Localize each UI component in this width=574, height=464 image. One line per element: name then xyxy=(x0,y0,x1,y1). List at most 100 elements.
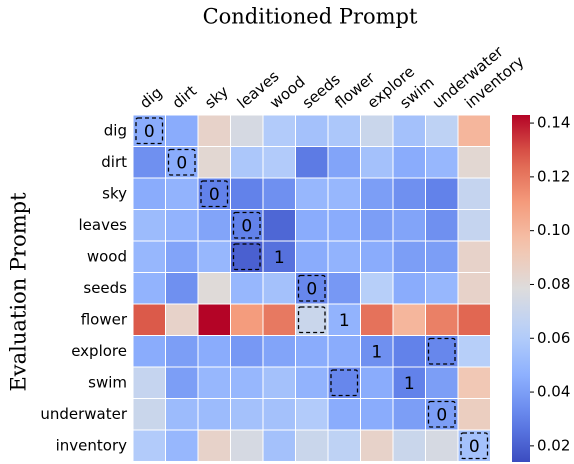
heatmap-cell xyxy=(197,366,231,399)
heatmap-cell xyxy=(295,240,329,273)
heatmap-cell xyxy=(132,114,166,147)
heatmap-cell xyxy=(262,398,296,431)
heatmap-cell xyxy=(262,114,296,147)
heatmap-cell xyxy=(457,240,491,273)
chart-title: Conditioned Prompt xyxy=(203,5,418,29)
heatmap-cell xyxy=(457,272,491,305)
heatmap-cell xyxy=(230,303,264,336)
heatmap-cell xyxy=(457,429,491,462)
heatmap-cell xyxy=(425,303,459,336)
y-tick-label: swim xyxy=(88,373,127,391)
cell-label: 1 xyxy=(274,248,285,268)
heatmap-cell xyxy=(327,335,361,368)
heatmap-cell xyxy=(165,240,199,273)
heatmap-cell xyxy=(425,272,459,305)
heatmap-cell xyxy=(295,429,329,462)
heatmap-cell xyxy=(230,398,264,431)
heatmap-cell xyxy=(262,429,296,462)
heatmap-cell xyxy=(327,272,361,305)
heatmap-cell xyxy=(165,398,199,431)
colorbar-tick-label: 0.04 xyxy=(537,383,570,401)
heatmap-cell xyxy=(262,366,296,399)
heatmap-cell xyxy=(425,114,459,147)
x-tick-label: dirt xyxy=(169,82,200,112)
heatmap-cell xyxy=(132,429,166,462)
heatmap-cell xyxy=(262,335,296,368)
heatmap-cell xyxy=(165,366,199,399)
heatmap-cell xyxy=(295,398,329,431)
heatmap-cell xyxy=(295,114,329,147)
heatmap-cell xyxy=(230,335,264,368)
heatmap-cell xyxy=(392,272,426,305)
heatmap-cell xyxy=(392,303,426,336)
cell-label: 0 xyxy=(241,216,252,236)
heatmap-cell xyxy=(425,146,459,179)
heatmap-cell xyxy=(327,114,361,147)
heatmap-cell xyxy=(262,177,296,210)
heatmap-cell xyxy=(197,303,231,336)
heatmap-cell xyxy=(457,335,491,368)
heatmap-cell xyxy=(392,209,426,242)
heatmap-cell xyxy=(425,366,459,399)
heatmap-cell xyxy=(425,429,459,462)
colorbar xyxy=(512,115,530,462)
heatmap-cell xyxy=(457,209,491,242)
highlight-box xyxy=(167,148,196,176)
y-tick-label: seeds xyxy=(83,279,127,297)
colorbar-tick-label: 0.08 xyxy=(537,275,570,293)
colorbar-tick-label: 0.02 xyxy=(537,436,570,454)
cell-label: 0 xyxy=(469,437,480,457)
y-tick-label: flower xyxy=(81,310,128,328)
heatmap-cell xyxy=(360,209,394,242)
heatmap-cell xyxy=(165,114,199,147)
cell-label: 1 xyxy=(371,342,382,362)
heatmap-cell xyxy=(165,146,199,179)
heatmap-cell xyxy=(360,177,394,210)
heatmap-cell xyxy=(392,177,426,210)
heatmap-cell xyxy=(230,240,264,273)
highlight-box xyxy=(297,306,326,334)
heatmap-cell xyxy=(327,240,361,273)
heatmap-cell xyxy=(392,114,426,147)
cell-label: 0 xyxy=(176,153,187,173)
highlight-box xyxy=(427,337,456,365)
heatmap-cell xyxy=(197,272,231,305)
heatmap-cell xyxy=(392,335,426,368)
heatmap-cell xyxy=(132,146,166,179)
heatmap-cell xyxy=(132,240,166,273)
heatmap-cell xyxy=(165,209,199,242)
y-tick-label: leaves xyxy=(78,216,127,234)
heatmap-cell xyxy=(457,146,491,179)
heatmap-cell xyxy=(165,177,199,210)
heatmap-cell xyxy=(197,114,231,147)
heatmap-cell xyxy=(295,146,329,179)
heatmap-cell xyxy=(392,429,426,462)
heatmap-cell xyxy=(262,146,296,179)
heatmap-cell xyxy=(457,366,491,399)
heatmap-cell xyxy=(295,303,329,336)
heatmap-cell xyxy=(327,366,361,399)
heatmap-cell xyxy=(262,209,296,242)
heatmap-cell xyxy=(132,209,166,242)
colorbar-tick-label: 0.12 xyxy=(537,167,570,185)
heatmap-cell xyxy=(425,335,459,368)
y-tick-label: dig xyxy=(104,121,127,139)
heatmap-cell xyxy=(165,272,199,305)
y-tick-label: dirt xyxy=(101,153,127,171)
y-tick-label: wood xyxy=(87,247,127,265)
heatmap-cell xyxy=(230,366,264,399)
heatmap-cell xyxy=(295,177,329,210)
heatmap-cell xyxy=(360,335,394,368)
heatmap-cell xyxy=(132,335,166,368)
cell-label: 0 xyxy=(436,405,447,425)
highlight-box xyxy=(330,369,359,397)
heatmap-cell xyxy=(230,114,264,147)
heatmap-cell xyxy=(165,335,199,368)
heatmap-cell xyxy=(197,146,231,179)
heatmap-cell xyxy=(327,398,361,431)
colorbar-tick-label: 0.14 xyxy=(537,114,570,132)
heatmap-cell xyxy=(230,146,264,179)
x-tick-label: sky xyxy=(201,82,232,112)
highlight-box xyxy=(427,400,456,428)
